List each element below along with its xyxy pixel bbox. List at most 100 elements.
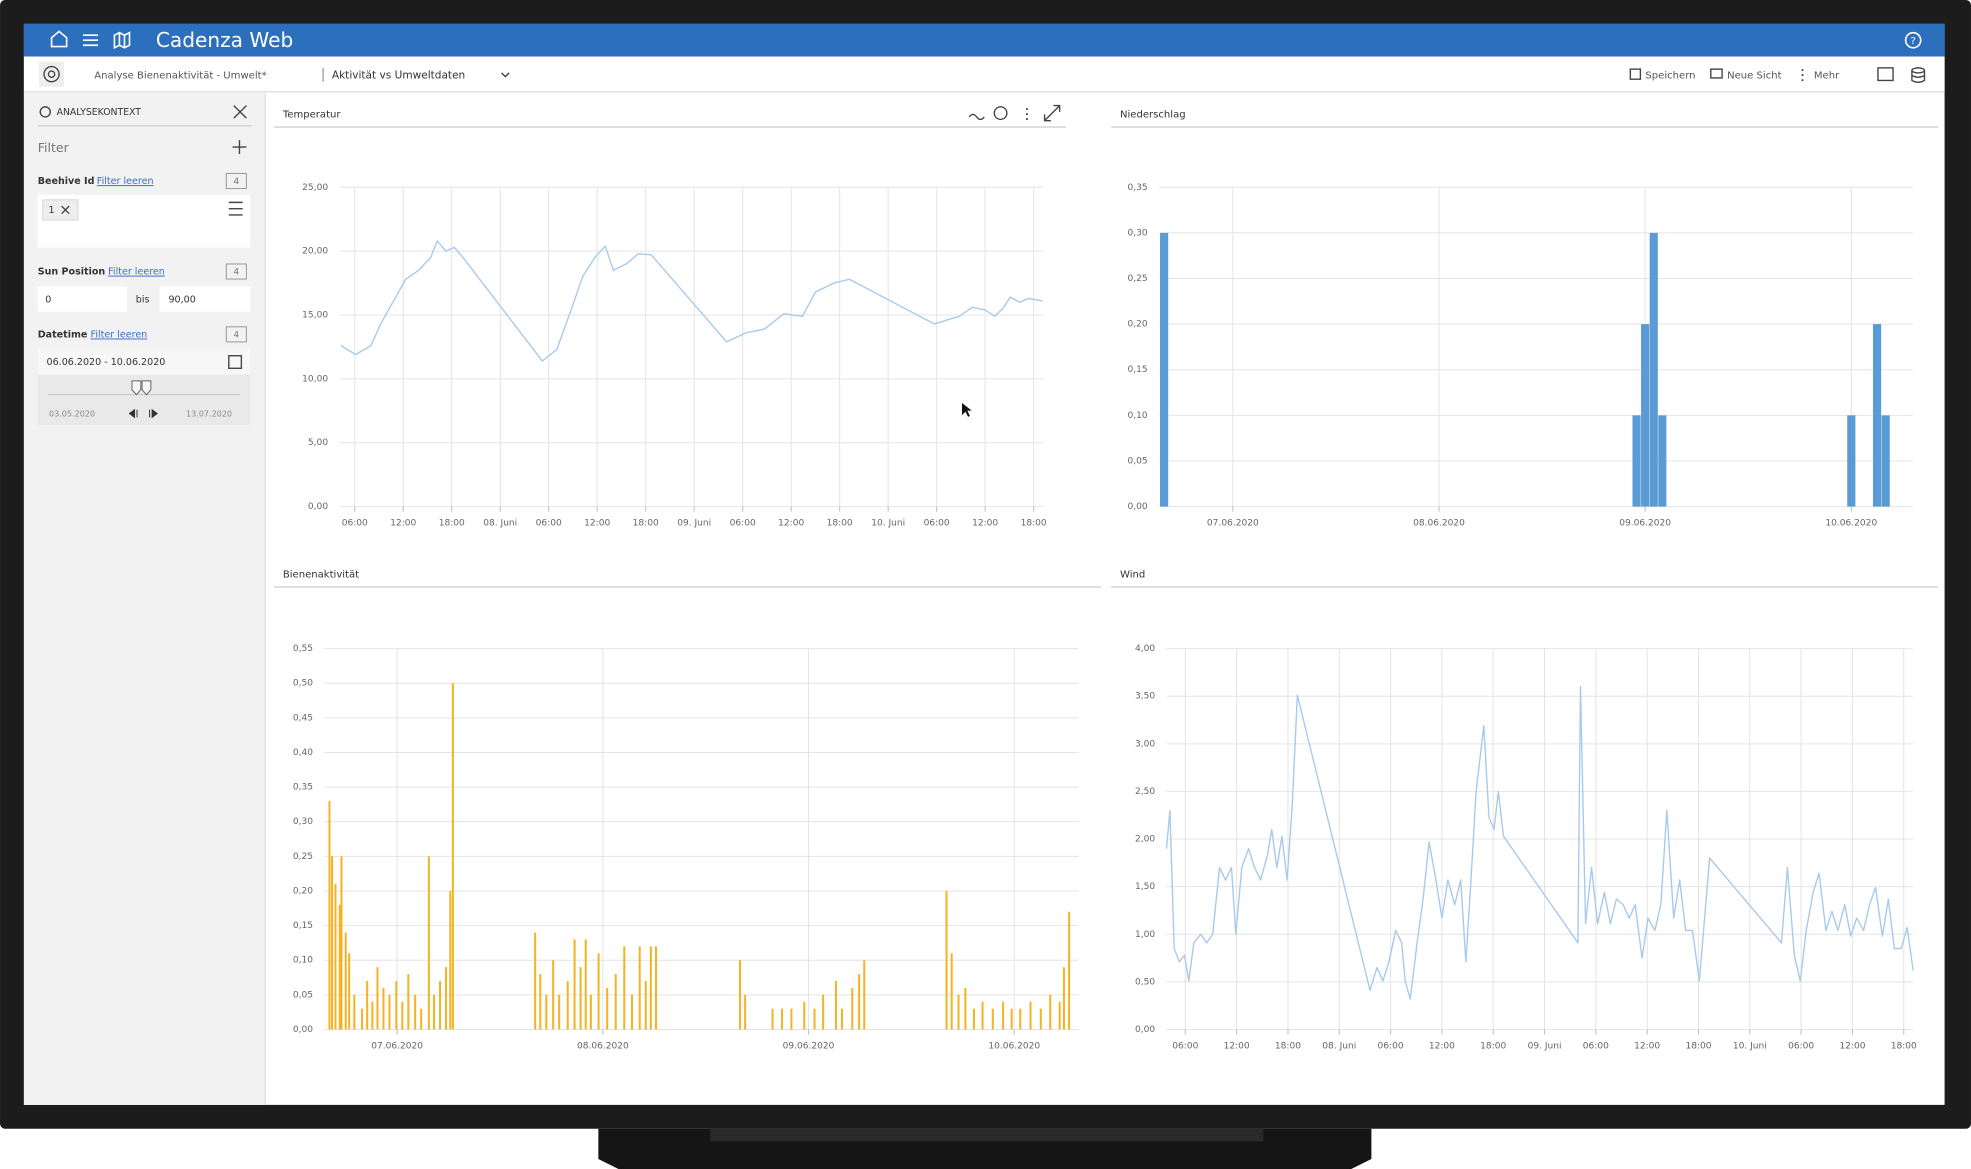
- save-button[interactable]: Speichern: [1645, 70, 1695, 81]
- y-tick-label: 0,25: [1127, 274, 1147, 284]
- bar: [558, 994, 561, 1030]
- bar: [1872, 324, 1882, 507]
- bar: [348, 953, 351, 1030]
- bar: [744, 994, 747, 1030]
- help-icon[interactable]: [1904, 31, 1922, 49]
- bar: [534, 932, 537, 1030]
- bar: [361, 1008, 364, 1030]
- bar: [654, 946, 658, 1030]
- y-tick-label: 0,35: [1127, 183, 1147, 193]
- y-tick-label: 15,00: [302, 311, 328, 321]
- chart-type-icon[interactable]: [968, 113, 985, 121]
- filter-clear-link[interactable]: Filter leeren: [97, 176, 154, 187]
- bar: [790, 1008, 793, 1030]
- x-tick-label: 09.06.2020: [783, 1041, 835, 1051]
- y-tick-label: 20,00: [302, 247, 328, 257]
- x-tick-label: 06:00: [1788, 1041, 1814, 1051]
- maximize-icon[interactable]: [1043, 104, 1061, 122]
- bar: [1632, 415, 1641, 507]
- step-forward[interactable]: [149, 408, 158, 419]
- filter-label: Sun Position: [38, 267, 106, 278]
- x-tick-label: 18:00: [633, 518, 659, 528]
- step-back[interactable]: [128, 408, 138, 419]
- y-tick-label: 0,15: [1127, 365, 1147, 375]
- bar: [1002, 1001, 1005, 1030]
- bar: [573, 939, 576, 1030]
- bar: [606, 987, 609, 1030]
- slider-handles[interactable]: [131, 380, 152, 396]
- range-to-input[interactable]: [159, 286, 251, 312]
- add-filter-icon[interactable]: [232, 140, 247, 154]
- menu-icon[interactable]: [82, 34, 99, 47]
- x-tick-label: 10.06.2020: [1825, 518, 1877, 528]
- x-tick-label: 18:00: [827, 518, 853, 528]
- x-tick-label: 08. Juni: [1322, 1041, 1356, 1051]
- range-from-input[interactable]: [37, 286, 127, 312]
- bar: [803, 1001, 806, 1030]
- y-tick-label: 0,15: [293, 921, 313, 931]
- map-icon[interactable]: [113, 31, 131, 50]
- filter-clear-link[interactable]: Filter leeren: [91, 329, 148, 340]
- date-input[interactable]: [37, 349, 251, 375]
- x-tick-label: 12:00: [584, 518, 610, 528]
- bar: [972, 1008, 975, 1030]
- analysis-name[interactable]: Analyse Bienenaktivität - Umwelt*: [94, 70, 266, 81]
- bar: [449, 890, 452, 1030]
- bar: [395, 981, 398, 1030]
- bar: [1029, 1001, 1032, 1030]
- y-tick-label: 0,30: [1127, 228, 1147, 238]
- y-tick-label: 0,00: [293, 1025, 313, 1035]
- help-glyph: ?: [1910, 36, 1915, 47]
- filter-count: 4: [234, 177, 240, 187]
- home-icon[interactable]: [50, 30, 68, 48]
- bar: [376, 967, 379, 1030]
- date-range: 06.06.2020 - 10.06.2020: [47, 357, 166, 368]
- charts: Temperatur 0,00 5,00 10,00 15,00 20,00 25,00 06…: [282, 109, 1917, 1051]
- y-tick-label: 0,25: [293, 852, 313, 862]
- bar: [1160, 232, 1169, 507]
- x-tick-label: 18:00: [439, 518, 465, 528]
- bar: [579, 967, 582, 1030]
- bar: [401, 1001, 404, 1030]
- y-tick-label: 0,55: [293, 644, 313, 654]
- y-tick-label: 0,20: [293, 886, 313, 896]
- bar: [566, 981, 569, 1030]
- edit-icon[interactable]: [1877, 67, 1894, 82]
- chip-label: 1: [49, 205, 55, 216]
- view-chevron[interactable]: [501, 72, 510, 78]
- target-button[interactable]: [38, 61, 65, 87]
- close-icon[interactable]: [233, 105, 247, 119]
- bar: [334, 884, 337, 1030]
- filter-clear-link[interactable]: Filter leeren: [108, 267, 165, 278]
- view-name[interactable]: Aktivität vs Umweltdaten: [332, 69, 465, 81]
- bar: [427, 856, 430, 1030]
- x-tick-label: 18:00: [1021, 518, 1047, 528]
- bar: [451, 683, 454, 1030]
- more-button[interactable]: Mehr: [1814, 70, 1840, 81]
- bar: [1058, 1001, 1061, 1030]
- list-icon[interactable]: [228, 201, 243, 216]
- bar: [545, 994, 548, 1030]
- bar: [340, 856, 343, 1030]
- new-view-button[interactable]: Neue Sicht: [1727, 70, 1781, 81]
- bar: [950, 953, 953, 1030]
- bar: [382, 987, 385, 1030]
- y-tick-label: 0,10: [293, 956, 313, 966]
- x-tick-label: 09. Juni: [1528, 1041, 1562, 1051]
- bar: [420, 1008, 423, 1030]
- range-to: 90,00: [168, 294, 195, 305]
- x-tick-label: 12:00: [1839, 1041, 1865, 1051]
- y-tick-label: 25,00: [302, 183, 328, 193]
- x-tick-label: 09. Juni: [677, 518, 711, 528]
- calendar-icon[interactable]: [228, 355, 243, 369]
- mouse-cursor: [961, 401, 975, 418]
- filter-icon[interactable]: [993, 106, 1008, 121]
- chip-remove[interactable]: [61, 205, 70, 215]
- monitor-stand-highlight: [710, 1128, 1264, 1142]
- bar: [584, 939, 587, 1030]
- y-tick-label: 0,05: [293, 990, 313, 1000]
- bar: [638, 946, 641, 1030]
- y-tick-label: 5,00: [308, 438, 328, 448]
- x-tick-label: 10. Juni: [871, 518, 905, 528]
